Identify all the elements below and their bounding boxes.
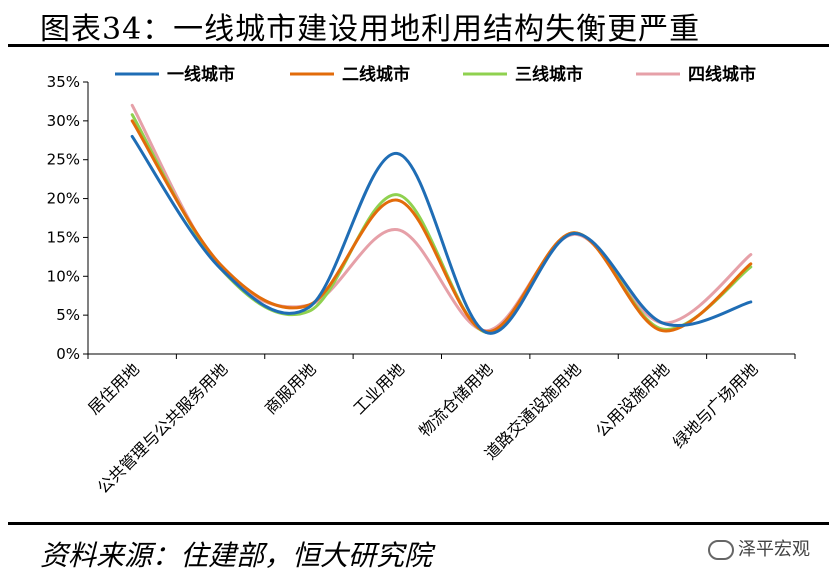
x-category-label: 道路交通设施用地 (481, 359, 585, 463)
y-tick-label: 25% (47, 151, 80, 169)
legend-label: 四线城市 (688, 64, 756, 85)
legend-label: 二线城市 (342, 64, 410, 85)
y-tick-label: 15% (47, 228, 80, 246)
y-tick-label: 35% (47, 73, 80, 91)
legend-label: 一线城市 (167, 64, 235, 85)
chart-title: 图表34：一线城市建设用地利用结构失衡更严重 (40, 12, 701, 47)
series-line-3 (130, 113, 753, 334)
series-line-4 (130, 103, 753, 333)
x-category-label: 绿地与广场用地 (669, 359, 762, 452)
chart-series (130, 103, 753, 335)
source-note: 资料来源：住建部，恒大研究院 (40, 539, 433, 572)
chart-legend: 一线城市 二线城市 三线城市 四线城市 (115, 64, 756, 85)
y-tick-label: 30% (47, 112, 80, 130)
wechat-icon (708, 540, 734, 560)
watermark: 泽平宏观 (708, 535, 810, 561)
bottom-rule (8, 522, 829, 525)
y-tick-label: 0% (56, 345, 80, 363)
y-tick-label: 5% (56, 306, 80, 324)
series-line-2 (130, 119, 753, 333)
y-tick-label: 20% (47, 190, 80, 208)
legend-label: 三线城市 (515, 64, 583, 85)
x-category-label: 物流仓储用地 (415, 359, 496, 440)
y-tick-label: 10% (47, 267, 80, 285)
top-rule (8, 44, 829, 47)
watermark-label: 泽平宏观 (738, 539, 810, 560)
series-line-1 (130, 134, 753, 335)
x-category-label: 商服用地 (261, 359, 320, 418)
x-category-label: 居住用地 (84, 359, 143, 418)
x-category-label: 工业用地 (349, 359, 408, 418)
x-category-label: 公用设施用地 (592, 359, 673, 440)
